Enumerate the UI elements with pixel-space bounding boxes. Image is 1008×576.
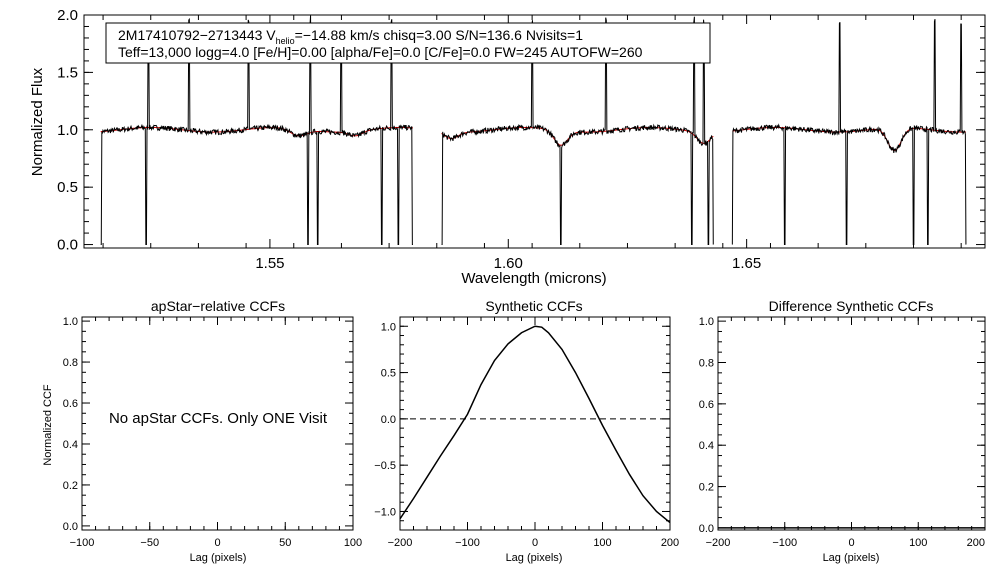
spectrum-x-tick-label: 1.60 bbox=[494, 255, 523, 272]
synthetic-ccf-curve bbox=[399, 325, 671, 524]
apstar-ccf-title: apStar−relative CCFs bbox=[151, 298, 285, 314]
synthetic-ccf-x-tick-label: 200 bbox=[661, 537, 679, 549]
spectrum-y-tick-label: 0.0 bbox=[57, 237, 78, 254]
spectrum-x-axis-label: Wavelength (microns) bbox=[461, 270, 606, 287]
difference-ccf-x-tick-label: 200 bbox=[967, 537, 985, 549]
difference-ccf-y-tick-label: 0.0 bbox=[699, 523, 714, 535]
apstar-ccf-axes-frame bbox=[81, 316, 354, 531]
apstar-ccf-x-tick-label: 0 bbox=[214, 537, 220, 549]
spectrum-y-axis-label: Normalized Flux bbox=[29, 67, 46, 176]
synthetic-ccf-x-tick-labels: −200 −100 0 100 200 bbox=[388, 537, 680, 549]
spectrum-x-tick-labels: 1.55 1.60 1.65 bbox=[255, 255, 761, 272]
apstar-ccf-x-tick-label: −100 bbox=[70, 537, 95, 549]
spectrum-observed-line-group bbox=[100, 15, 967, 246]
spectrum-ticks bbox=[84, 14, 985, 248]
synthetic-ccf-y-tick-label: 0.0 bbox=[381, 414, 396, 426]
annotation-subscript: helio bbox=[276, 36, 295, 46]
synthetic-ccf-x-axis-label: Lag (pixels) bbox=[506, 552, 563, 564]
synthetic-ccf-y-tick-label: 1.0 bbox=[381, 321, 396, 333]
apstar-ccf-x-axis-label: Lag (pixels) bbox=[190, 552, 247, 564]
annotation-line-1: 2M17410792−2713443 Vhelio=−14.88 km/s ch… bbox=[118, 27, 583, 46]
spectrum-y-tick-label: 1.5 bbox=[57, 64, 78, 81]
apstar-ccf-y-tick-labels: 0.0 0.2 0.4 0.6 0.8 1.0 bbox=[63, 316, 78, 533]
apstar-ccf-x-tick-label: 100 bbox=[344, 537, 362, 549]
synthetic-ccf-y-tick-label: −1.0 bbox=[374, 506, 396, 518]
synthetic-ccf-x-tick-label: −200 bbox=[388, 537, 413, 549]
difference-ccf-y-tick-label: 0.2 bbox=[699, 482, 714, 494]
difference-ccf-x-axis-label: Lag (pixels) bbox=[823, 552, 880, 564]
synthetic-ccf-axes-frame bbox=[399, 316, 671, 531]
apstar-ccf-y-tick-label: 0.4 bbox=[63, 439, 78, 451]
apstar-ccf-y-tick-label: 0.0 bbox=[63, 521, 78, 533]
annotation-box-frame bbox=[105, 22, 711, 64]
spectrum-panel: 1.55 1.60 1.65 0.0 0.5 1.0 1.5 2.0 Wavel… bbox=[29, 7, 986, 287]
spectrum-x-tick-label: 1.65 bbox=[732, 255, 761, 272]
synthetic-ccf-x-tick-label: 100 bbox=[593, 537, 611, 549]
difference-ccf-y-tick-label: 0.8 bbox=[699, 357, 714, 369]
apstar-ccf-x-tick-label: 50 bbox=[279, 537, 291, 549]
synthetic-ccf-x-tick-label: 0 bbox=[532, 537, 538, 549]
synthetic-ccf-y-tick-label: −0.5 bbox=[374, 460, 396, 472]
difference-ccf-panel: Difference Synthetic CCFs −200 −100 0 10… bbox=[699, 298, 986, 564]
difference-ccf-y-tick-label: 0.4 bbox=[699, 440, 714, 452]
synthetic-ccf-ticks bbox=[399, 317, 671, 530]
spectrum-y-tick-label: 0.5 bbox=[57, 179, 78, 196]
difference-ccf-x-tick-label: 100 bbox=[909, 537, 927, 549]
difference-ccf-y-tick-label: 0.6 bbox=[699, 399, 714, 411]
apstar-ccf-x-tick-labels: −100 −50 0 50 100 bbox=[70, 537, 363, 549]
spectrum-observed-line bbox=[100, 15, 967, 246]
apstar-ccf-y-tick-label: 0.6 bbox=[63, 398, 78, 410]
difference-ccf-y-tick-labels: 0.0 0.2 0.4 0.6 0.8 1.0 bbox=[699, 316, 714, 535]
synthetic-ccf-curve-group bbox=[399, 325, 671, 524]
apstar-ccf-y-tick-label: 0.8 bbox=[63, 357, 78, 369]
no-ccf-message: No apStar CCFs. Only ONE Visit bbox=[109, 410, 328, 427]
difference-ccf-y-tick-label: 1.0 bbox=[699, 316, 714, 328]
spectrum-axes-frame bbox=[83, 14, 986, 249]
annotation-line-1-end: =−14.88 km/s chisq=3.00 S/N=136.6 Nvisit… bbox=[295, 27, 584, 43]
difference-ccf-title: Difference Synthetic CCFs bbox=[769, 298, 934, 314]
difference-ccf-x-tick-label: 0 bbox=[848, 537, 854, 549]
spectrum-x-tick-label: 1.55 bbox=[255, 255, 284, 272]
synthetic-ccf-y-tick-label: 0.5 bbox=[381, 368, 396, 380]
annotation-line-2: Teff=13,000 logg=4.0 [Fe/H]=0.00 [alpha/… bbox=[118, 44, 643, 60]
spectrum-y-tick-label: 2.0 bbox=[57, 7, 78, 24]
annotation-line-1-start: 2M17410792−2713443 V bbox=[118, 27, 276, 43]
synthetic-ccf-panel: Synthetic CCFs −200 −100 0 100 200 −1.0 … bbox=[374, 298, 679, 564]
spectrum-y-tick-labels: 0.0 0.5 1.0 1.5 2.0 bbox=[57, 7, 78, 254]
spectrum-annotation-box: 2M17410792−2713443 Vhelio=−14.88 km/s ch… bbox=[105, 22, 711, 64]
spectrum-y-tick-label: 1.0 bbox=[57, 122, 78, 139]
apstar-ccf-ticks bbox=[81, 317, 354, 530]
difference-ccf-ticks bbox=[717, 317, 986, 530]
apstar-ccf-panel: apStar−relative CCFs −100 −50 0 50 100 0… bbox=[42, 298, 362, 564]
synthetic-ccf-title: Synthetic CCFs bbox=[485, 298, 582, 314]
apstar-ccf-y-tick-label: 1.0 bbox=[63, 316, 78, 328]
synthetic-ccf-y-tick-labels: −1.0 −0.5 0.0 0.5 1.0 bbox=[374, 321, 396, 518]
apstar-ccf-y-axis-label: Normalized CCF bbox=[42, 384, 54, 466]
apstar-ccf-x-tick-label: −50 bbox=[140, 537, 159, 549]
difference-ccf-x-tick-label: −200 bbox=[706, 537, 731, 549]
difference-ccf-x-tick-label: −100 bbox=[772, 537, 797, 549]
synthetic-ccf-x-tick-label: −100 bbox=[455, 537, 480, 549]
difference-ccf-axes-frame bbox=[717, 316, 986, 531]
apstar-ccf-y-tick-label: 0.2 bbox=[63, 480, 78, 492]
difference-ccf-x-tick-labels: −200 −100 0 100 200 bbox=[706, 537, 985, 549]
